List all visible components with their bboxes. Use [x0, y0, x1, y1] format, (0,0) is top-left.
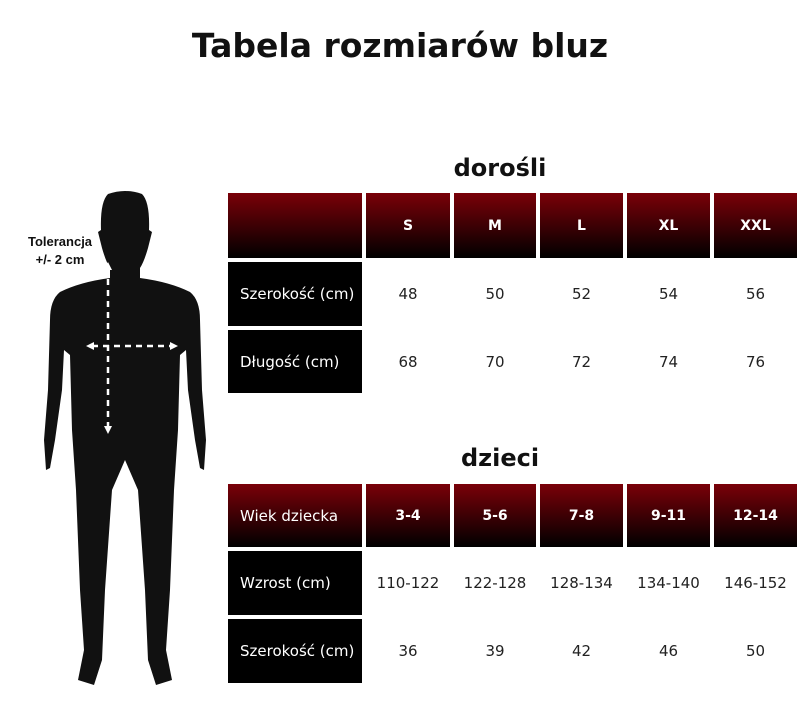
table-cell: 46 — [658, 642, 679, 660]
table-cell: 128-134 — [550, 574, 613, 592]
table-cell: 110-122 — [376, 574, 440, 592]
table-cell: 74 — [658, 352, 679, 371]
page-title: Tabela rozmiarów bluz — [191, 26, 609, 65]
table-cell: 52 — [571, 285, 592, 303]
table-cell: 36 — [398, 642, 418, 660]
size-header: M — [454, 193, 536, 258]
size-header: S — [366, 193, 450, 258]
tolerance-value: +/- 2 cm — [35, 252, 85, 267]
table-cell: 50 — [485, 285, 505, 303]
table-cell: 68 — [398, 352, 418, 371]
size-header: 9-11 — [627, 484, 710, 547]
table-cell: 42 — [571, 642, 592, 660]
adults-heading: dorośli — [453, 154, 547, 182]
size-header: XL — [627, 193, 710, 258]
table-corner-cell — [228, 193, 362, 258]
table-cell: 39 — [485, 642, 505, 660]
row-label: Wzrost (cm) — [228, 551, 362, 615]
table-cell: 122-128 — [463, 574, 527, 592]
table-cell: 56 — [745, 285, 766, 303]
table-cell: 54 — [658, 285, 679, 303]
table-cell: 70 — [485, 352, 505, 371]
table-corner-cell: Wiek dziecka — [228, 484, 362, 547]
row-label: Szerokość (cm) — [228, 262, 362, 326]
body-silhouette-icon — [44, 191, 206, 685]
size-header: L — [540, 193, 623, 258]
size-header: 5-6 — [454, 484, 536, 547]
table-cell: 146-152 — [724, 574, 787, 592]
table-cell: 76 — [745, 352, 766, 371]
size-header: 7-8 — [540, 484, 623, 547]
tolerance-label: Tolerancja — [27, 234, 93, 249]
tolerance-note: Tolerancja +/- 2 cm — [10, 233, 110, 269]
table-cell: 72 — [571, 352, 592, 371]
size-header: XXL — [714, 193, 797, 258]
table-cell: 134-140 — [637, 574, 700, 592]
table-cell: 50 — [745, 642, 766, 660]
kids-heading: dzieci — [460, 444, 540, 472]
row-label: Szerokość (cm) — [228, 619, 362, 683]
size-header: 12-14 — [714, 484, 797, 547]
row-label: Długość (cm) — [228, 330, 362, 393]
size-header: 3-4 — [366, 484, 450, 547]
table-cell: 48 — [398, 285, 418, 303]
